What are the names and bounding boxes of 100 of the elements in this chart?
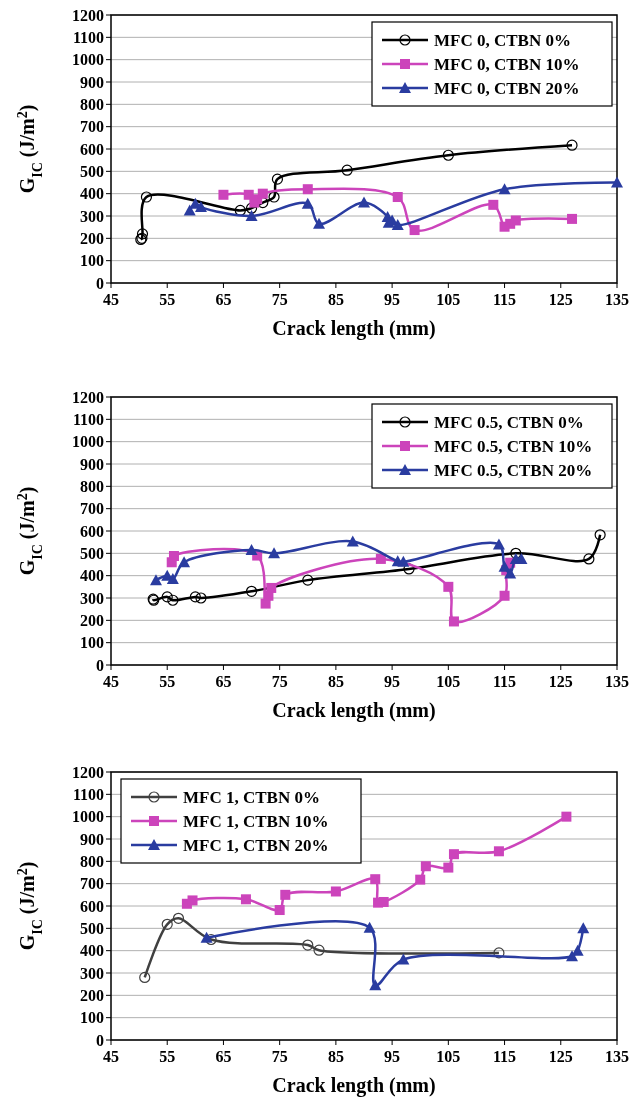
x-tick-label: 65 [215,673,232,690]
point [245,202,258,214]
x-tick-label: 95 [384,1048,401,1065]
y-tick-label: 1200 [72,388,104,406]
point [442,149,454,161]
y-tick-label: 900 [80,73,104,91]
x-tick-label: 75 [271,291,288,308]
point [330,886,341,897]
point [370,874,381,885]
x-tick-label: 95 [384,291,401,308]
point [313,944,325,956]
point [420,861,431,872]
x-tick-label: 125 [548,673,573,690]
legend-label: MFC 1, CTBN 10% [183,811,329,831]
x-tick-label: 55 [159,291,176,308]
x-tick-label: 85 [327,673,344,690]
y-tick-label: 200 [80,986,104,1004]
x-tick-label: 95 [384,673,401,690]
point [397,555,410,567]
x-tick-label: 105 [436,673,461,690]
point [375,553,386,564]
y-tick-label: 700 [80,118,104,136]
point [245,210,258,221]
point [488,199,499,210]
y-tick-label: 800 [80,477,104,495]
point [443,581,454,592]
x-tick-label: 135 [605,1048,629,1065]
x-tick-label: 55 [159,673,176,690]
point [280,889,291,900]
y-tick-label: 500 [80,162,104,180]
point [363,921,376,933]
point [493,947,505,959]
point [341,164,353,176]
x-tick-label: 45 [103,291,119,308]
point [274,905,285,916]
y-tick-label: 800 [80,95,104,113]
point [594,529,606,541]
point [510,215,521,226]
point [178,556,191,568]
point [392,192,403,203]
y-tick-label: 0 [96,1031,104,1049]
y-tick-label: 300 [80,964,104,982]
legend-label: MFC 0.5, CTBN 0% [434,412,584,432]
legend-label: MFC 0.5, CTBN 20% [434,460,593,480]
x-tick-label: 115 [492,1048,517,1065]
point [561,811,572,822]
point [301,197,314,209]
legend-label: MFC 0, CTBN 10% [434,54,580,74]
point [448,849,459,860]
point [218,189,229,200]
point [140,191,153,203]
point [611,176,623,188]
point [443,862,454,873]
y-tick-label: 900 [80,455,104,473]
y-tick-label: 1100 [72,410,104,428]
y-tick-label: 700 [80,875,104,893]
x-tick-label: 135 [605,673,629,690]
x-tick-label: 85 [327,291,344,308]
y-tick-label: 500 [80,544,104,562]
x-axis-title: Crack length (mm) [272,699,436,722]
y-tick-label: 600 [80,897,104,915]
x-tick-label: 85 [327,1048,344,1065]
y-tick-label: 100 [80,1009,104,1027]
x-tick-label: 115 [492,673,517,690]
point [566,139,578,151]
point [577,922,590,934]
point [415,874,426,885]
x-tick-label: 65 [215,291,232,308]
x-tick-label: 115 [492,291,517,308]
x-tick-label: 135 [605,291,629,308]
y-tick-label: 400 [80,942,104,960]
y-tick-label: 500 [80,919,104,937]
x-tick-label: 125 [548,291,573,308]
x-tick-label: 75 [271,1048,288,1065]
point [313,217,326,229]
legend-label: MFC 1, CTBN 0% [183,787,320,807]
y-tick-label: 600 [80,140,104,158]
y-tick-label: 1100 [72,785,104,803]
point [498,183,511,195]
point [346,535,359,547]
point [268,191,280,203]
point [583,553,595,565]
point [161,591,173,603]
point [302,939,314,951]
point [358,196,370,208]
x-tick-label: 45 [103,673,119,690]
point [409,225,420,236]
point [268,547,281,559]
point [266,582,277,593]
point [369,979,382,991]
point [397,953,410,965]
point [149,574,162,586]
x-tick-label: 75 [271,673,288,690]
point [504,567,517,579]
legend-label: MFC 1, CTBN 20% [183,835,329,855]
point [245,543,258,555]
point [167,594,179,606]
x-tick-label: 45 [103,1048,119,1065]
point [168,551,179,562]
y-tick-label: 200 [80,611,104,629]
